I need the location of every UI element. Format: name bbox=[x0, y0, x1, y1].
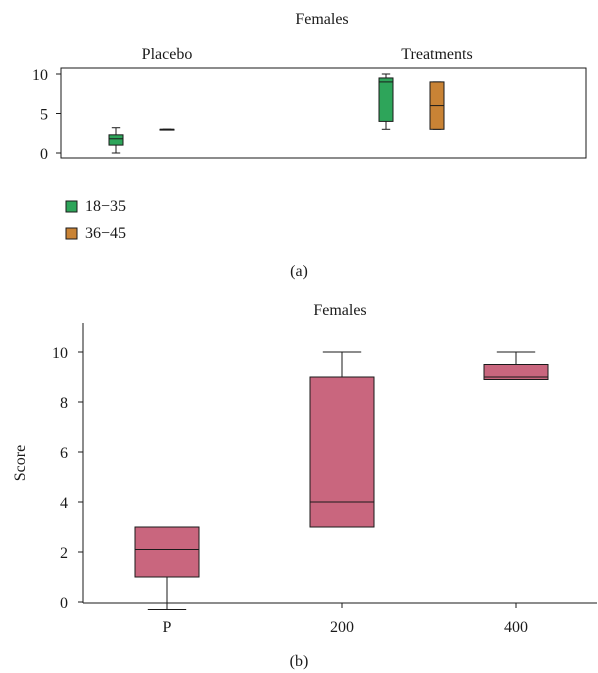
panel-a-y-tick-label-10: 10 bbox=[32, 67, 48, 84]
panel-b-y-tick-label-6: 6 bbox=[60, 445, 68, 462]
panel-b-box-400 bbox=[483, 351, 549, 380]
legend-label-18-35: 18−35 bbox=[85, 198, 126, 215]
panel-b-x-tick-label-p: P bbox=[163, 619, 172, 636]
panel-b-x-ticks: P 200 400 bbox=[163, 603, 528, 636]
panel-b-y-tick-label-10: 10 bbox=[52, 345, 68, 362]
legend-swatch-18-35 bbox=[65, 200, 78, 213]
panel-a-box-treatments-18-35 bbox=[378, 73, 394, 130]
legend-swatch-36-45 bbox=[65, 227, 78, 240]
panel-a: Females Placebo Treatments 0 5 10 18−35 36… bbox=[32, 11, 587, 280]
panel-b-box-400-box bbox=[483, 364, 549, 380]
panel-b-x-tick-label-200: 200 bbox=[330, 619, 354, 636]
panel-b-box-p-box bbox=[134, 526, 200, 578]
panel-b-caption: (b) bbox=[290, 653, 309, 670]
legend-label-36-45: 36−45 bbox=[85, 225, 126, 242]
panel-b-box-200-box bbox=[309, 376, 375, 528]
panel-b-y-tick-label-8: 8 bbox=[60, 395, 68, 412]
panel-a-facet-label-placebo: Placebo bbox=[142, 46, 193, 63]
panel-a-y-axis: 0 5 10 bbox=[32, 67, 61, 163]
panel-a-facet-label-treatments: Treatments bbox=[401, 46, 472, 63]
panel-a-box-treatments-18-35-box bbox=[378, 77, 394, 122]
panel-a-caption: (a) bbox=[290, 263, 308, 280]
panel-b-y-axis-label: Score bbox=[12, 445, 29, 481]
panel-a-box-placebo-18-35-box bbox=[108, 134, 124, 146]
panel-a-box-treatments-36-45 bbox=[429, 81, 445, 130]
panel-b-y-tick-label-0: 0 bbox=[60, 595, 68, 612]
panel-b-box-p bbox=[134, 526, 200, 610]
panel-a-legend: 18−35 36−45 bbox=[65, 198, 126, 242]
panel-a-box-placebo-36-45 bbox=[159, 128, 175, 131]
panel-a-title: Females bbox=[295, 11, 348, 28]
panel-b-x-tick-label-400: 400 bbox=[504, 619, 528, 636]
panel-a-y-tick-label-0: 0 bbox=[40, 146, 48, 163]
panel-b-axes bbox=[82, 323, 597, 604]
panel-a-boxes bbox=[108, 73, 445, 154]
panel-a-y-tick-label-5: 5 bbox=[40, 107, 48, 124]
panel-b-title: Females bbox=[313, 302, 366, 319]
panel-b-y-ticks: 0 2 4 6 8 10 bbox=[52, 345, 83, 612]
panel-b-y-tick-label-4: 4 bbox=[60, 495, 68, 512]
panel-b-y-tick-label-2: 2 bbox=[60, 545, 68, 562]
panel-b-box-200 bbox=[309, 351, 375, 528]
panel-b: Females Score 0 2 4 6 8 10 P 200 400 (b) bbox=[12, 302, 597, 670]
panel-a-plot-frame bbox=[60, 67, 587, 159]
panel-a-box-placebo-18-35 bbox=[108, 127, 124, 154]
panel-b-boxes bbox=[134, 351, 549, 610]
